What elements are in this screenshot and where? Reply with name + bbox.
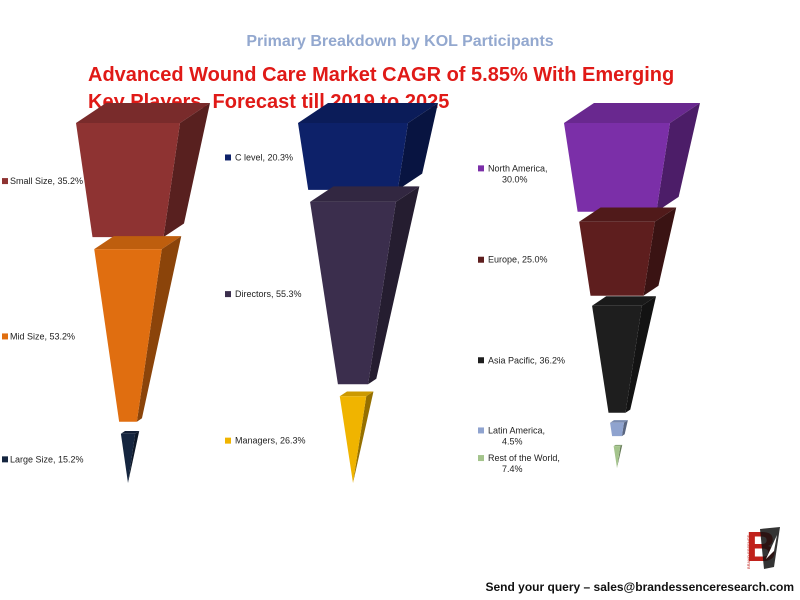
funnel-segment-small-size [76, 123, 180, 238]
data-label-europe: Europe, 25.0% [488, 255, 548, 265]
legend-marker-rest-of-the-world [478, 455, 484, 462]
data-label-c-level: C level, 20.3% [235, 152, 293, 162]
legend-marker-small-size [2, 178, 8, 185]
legend-marker-europe [478, 256, 484, 263]
funnel-segment-latin-america [610, 422, 624, 437]
funnel-top-north-america [564, 103, 700, 123]
brand-logo: B BRAND ESSENCE [744, 521, 788, 573]
funnel-side-large-size [128, 430, 140, 483]
funnel-side-rest-of-the-world [617, 444, 623, 468]
funnel-top-asia-pacific [592, 296, 657, 306]
funnel-segment-c-level [298, 123, 408, 190]
data-label-rest-of-the-world: Rest of the World, 7.4% [488, 453, 560, 474]
funnel-segment-mid-size [94, 249, 162, 422]
legend-marker-asia-pacific [478, 357, 484, 364]
funnel-side-small-size [163, 103, 210, 238]
funnel-top-directors [310, 186, 420, 202]
data-label-north-america: North America, 30.0% [488, 163, 548, 184]
chart-subtitle: Primary Breakdown by KOL Participants [246, 33, 554, 50]
data-label-mid-size: Mid Size, 53.2% [10, 331, 75, 341]
legend-marker-large-size [2, 456, 8, 463]
legend-marker-managers [225, 437, 231, 444]
data-label-large-size: Large Size, 15.2% [10, 454, 84, 464]
funnel-top-rest-of-the-world [613, 444, 623, 447]
funnel-top-managers [339, 391, 374, 397]
data-label-latin-america: Latin America, 4.5% [488, 425, 545, 446]
funnel-side-latin-america [621, 420, 628, 437]
data-label-small-size: Small Size, 35.2% [10, 176, 83, 186]
funnel-segment-rest-of-the-world [613, 446, 621, 468]
funnel-side-c-level [397, 103, 438, 190]
funnel-side-mid-size [136, 236, 182, 422]
footer-contact: Send your query – sales@brandessencerese… [485, 580, 794, 594]
funnel-segment-north-america [564, 123, 670, 212]
funnel-top-large-size [120, 430, 140, 434]
svg-text:BRAND ESSENCE: BRAND ESSENCE [746, 534, 751, 569]
funnel-top-latin-america [610, 420, 628, 423]
funnel-top-mid-size [94, 236, 182, 250]
funnel-segment-europe [579, 221, 655, 296]
funnel-side-europe [643, 207, 677, 296]
data-label-managers: Managers, 26.3% [235, 436, 306, 446]
data-label-asia-pacific: Asia Pacific, 36.2% [488, 355, 565, 365]
legend-marker-c-level [225, 154, 231, 161]
legend-marker-latin-america [478, 427, 484, 434]
funnel-segment-managers [339, 396, 367, 483]
funnel-segment-asia-pacific [592, 305, 642, 413]
funnel-side-north-america [656, 103, 700, 212]
legend-marker-mid-size [2, 333, 8, 340]
funnel-side-asia-pacific [625, 296, 657, 413]
funnel-top-europe [579, 207, 677, 222]
funnel-top-c-level [298, 103, 438, 123]
legend-marker-north-america [478, 165, 484, 172]
funnel-top-small-size [76, 103, 210, 123]
funnel-segment-large-size [120, 433, 136, 483]
data-label-directors: Directors, 55.3% [235, 289, 302, 299]
funnel-segment-directors [310, 201, 396, 385]
funnel-side-directors [368, 186, 420, 385]
funnel-side-managers [353, 391, 374, 483]
legend-marker-directors [225, 291, 231, 298]
